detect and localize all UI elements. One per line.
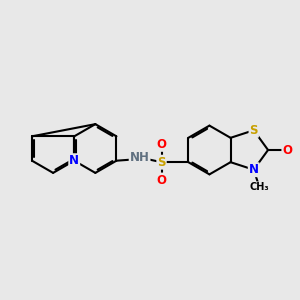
Text: N: N (69, 154, 79, 167)
Text: O: O (157, 138, 166, 151)
Text: S: S (157, 156, 166, 169)
Text: S: S (250, 124, 258, 137)
Text: NH: NH (130, 151, 149, 164)
Text: N: N (249, 163, 259, 176)
Text: CH₃: CH₃ (250, 182, 269, 192)
Text: O: O (282, 143, 292, 157)
Text: O: O (157, 173, 166, 187)
